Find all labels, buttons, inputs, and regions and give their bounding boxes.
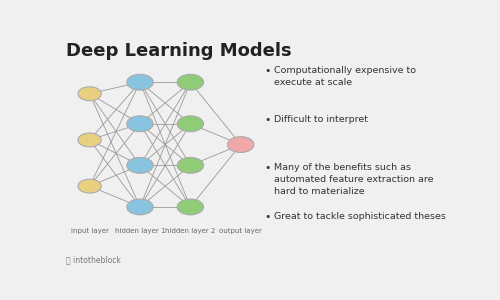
Ellipse shape [177, 116, 204, 132]
Text: Difficult to interpret: Difficult to interpret [274, 115, 368, 124]
Text: Great to tackle sophisticated theses: Great to tackle sophisticated theses [274, 212, 446, 220]
Text: input layer: input layer [70, 228, 108, 234]
Ellipse shape [228, 137, 254, 152]
Ellipse shape [78, 87, 101, 101]
Ellipse shape [127, 116, 153, 132]
Ellipse shape [127, 74, 153, 90]
Text: Deep Learning Models: Deep Learning Models [66, 42, 292, 60]
Text: hidden layer 2: hidden layer 2 [165, 228, 216, 234]
Text: Computationally expensive to
execute at scale: Computationally expensive to execute at … [274, 66, 416, 87]
Text: output layer: output layer [220, 228, 262, 234]
Text: •: • [264, 115, 270, 124]
Text: Many of the benefits such as
automated feature extraction are
hard to materializ: Many of the benefits such as automated f… [274, 163, 433, 196]
Ellipse shape [177, 74, 204, 90]
Ellipse shape [127, 199, 153, 215]
Ellipse shape [177, 158, 204, 173]
Ellipse shape [177, 199, 204, 215]
Text: hidden layer 1: hidden layer 1 [115, 228, 165, 234]
Text: •: • [264, 212, 270, 222]
Ellipse shape [78, 179, 101, 193]
Text: Ⓢ intotheblock: Ⓢ intotheblock [66, 256, 121, 265]
Ellipse shape [78, 133, 101, 147]
Text: •: • [264, 66, 270, 76]
Text: •: • [264, 163, 270, 173]
Ellipse shape [127, 158, 153, 173]
